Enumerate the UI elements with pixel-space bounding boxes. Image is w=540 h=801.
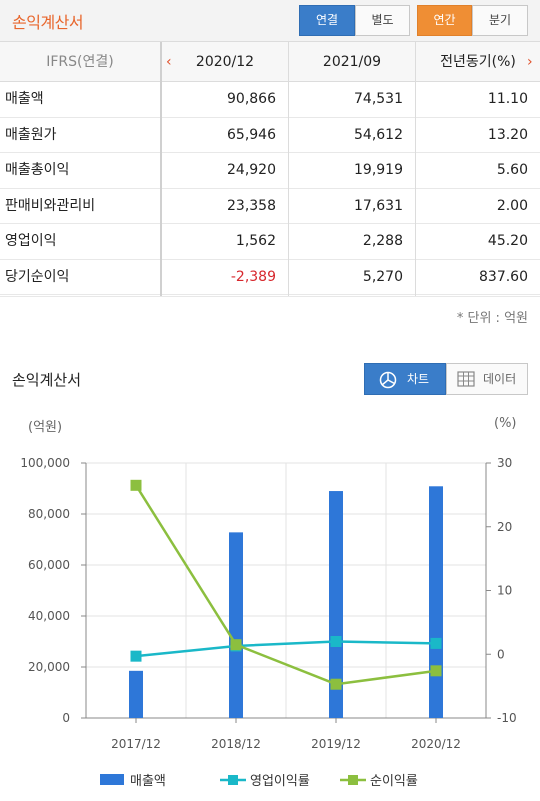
line-영업이익률	[135, 640, 437, 658]
row-value: 837.60	[479, 268, 528, 285]
row-value: 2.00	[496, 197, 528, 214]
column-header-ifrs: IFRS(연결)	[46, 54, 114, 70]
chart-toggle-button[interactable]: 차트	[364, 363, 446, 395]
table-header-row: IFRS(연결) ‹ 2020/12 2021/09 전년동기(%) ›	[0, 42, 540, 82]
row-value: 54,612	[354, 126, 403, 143]
point-영업이익률	[330, 636, 342, 647]
legend-marker	[228, 775, 238, 785]
point-순이익률	[430, 665, 442, 677]
row-value: 19,919	[354, 162, 403, 178]
row-value: 17,631	[354, 197, 403, 214]
next-arrow-icon[interactable]: ›	[527, 54, 533, 70]
row-value: 74,531	[354, 91, 403, 107]
left-tick-label: 100,000	[20, 456, 70, 470]
legend-marker	[348, 775, 358, 785]
chart-toggle-label: 차트	[407, 372, 430, 386]
right-tick-label: 30	[497, 456, 512, 470]
column-header-1: 2020/12	[195, 54, 255, 70]
unit-note: * 단위 : 억원	[456, 311, 528, 326]
row-value: 1,562	[235, 233, 276, 249]
x-tick-label: 2018/12	[211, 737, 261, 751]
right-axis-unit: (%)	[494, 416, 517, 431]
right-tick-label: 10	[497, 584, 512, 598]
pie-chart-icon	[379, 371, 397, 389]
column-divider	[160, 42, 162, 296]
table-row: 매출원가 65,946 54,612 13.20	[0, 118, 540, 153]
row-value: 13.20	[487, 126, 528, 143]
point-영업이익률	[130, 650, 142, 662]
left-tick-label: 60,000	[28, 558, 70, 572]
row-value: 11.10	[487, 91, 528, 107]
top-header: 손익계산서 연결 별도 연간 분기	[0, 0, 540, 42]
row-value: 5,270	[362, 268, 403, 285]
table-row: 매출액 90,866 74,531 11.10	[0, 82, 540, 118]
row-value: 45.20	[487, 233, 528, 249]
row-label: 영업이익	[5, 233, 57, 249]
table-row: 판매비와관리비 23,358 17,631 2.00	[0, 189, 540, 224]
left-tick-label: 80,000	[28, 507, 70, 521]
point-순이익률	[230, 639, 242, 651]
header-title: 손익계산서	[12, 13, 84, 32]
column-divider	[288, 42, 289, 296]
prev-arrow-icon[interactable]: ‹	[166, 54, 172, 70]
tab-consolidated[interactable]: 연결	[299, 5, 355, 36]
point-영업이익률	[230, 640, 242, 652]
data-toggle-button[interactable]: 데이터	[446, 363, 528, 395]
row-value: 24,920	[227, 162, 276, 178]
left-tick-label: 40,000	[28, 609, 70, 623]
table-row: 영업이익 1,562 2,288 45.20	[0, 224, 540, 260]
row-label: 당기순이익	[5, 268, 70, 285]
tab-separate[interactable]: 별도	[355, 5, 410, 36]
row-label: 매출원가	[5, 126, 57, 143]
column-header-3: 전년동기(%)	[440, 54, 516, 70]
left-tick-label: 20,000	[28, 660, 70, 674]
table-row: 매출총이익 24,920 19,919 5.60	[0, 153, 540, 189]
table-bottom-divider	[0, 296, 540, 297]
data-toggle-label: 데이터	[483, 372, 517, 386]
table-row: 당기순이익 -2,389 5,270 837.60	[0, 260, 540, 295]
tab-quarterly[interactable]: 분기	[472, 5, 528, 36]
tab-annual[interactable]: 연간	[417, 5, 472, 36]
grid-table-icon	[457, 371, 475, 387]
bar-매출액	[329, 491, 343, 718]
x-tick-label: 2020/12	[411, 737, 461, 751]
bar-매출액	[429, 486, 443, 718]
row-value: 90,866	[227, 91, 276, 107]
bar-매출액	[129, 670, 143, 718]
legend-label: 매출액	[130, 774, 166, 789]
point-순이익률	[130, 479, 142, 491]
legend-label: 순이익률	[370, 774, 418, 789]
left-axis-unit: (억원)	[28, 420, 63, 435]
bar-매출액	[229, 532, 243, 718]
row-label: 매출총이익	[5, 162, 70, 178]
column-divider	[415, 42, 416, 296]
line-순이익률	[134, 484, 437, 686]
point-영업이익률	[430, 637, 442, 649]
chart-section-title: 손익계산서	[12, 371, 82, 389]
left-tick-label: 0	[62, 711, 70, 725]
point-순이익률	[330, 678, 342, 690]
right-tick-label: -10	[497, 711, 517, 725]
right-tick-label: 20	[497, 520, 512, 534]
row-value: 23,358	[227, 197, 276, 214]
row-value: -2,389	[230, 268, 276, 285]
row-label: 매출액	[5, 91, 44, 107]
row-value: 2,288	[362, 233, 403, 249]
column-header-2: 2021/09	[322, 54, 382, 70]
x-tick-label: 2017/12	[111, 737, 161, 751]
right-tick-label: 0	[497, 647, 505, 661]
row-value: 5.60	[496, 162, 528, 178]
row-label: 판매비와관리비	[5, 197, 96, 214]
legend-label: 영업이익률	[250, 774, 310, 789]
x-tick-label: 2019/12	[311, 737, 361, 751]
legend-swatch	[100, 774, 124, 785]
row-value: 65,946	[227, 126, 276, 143]
